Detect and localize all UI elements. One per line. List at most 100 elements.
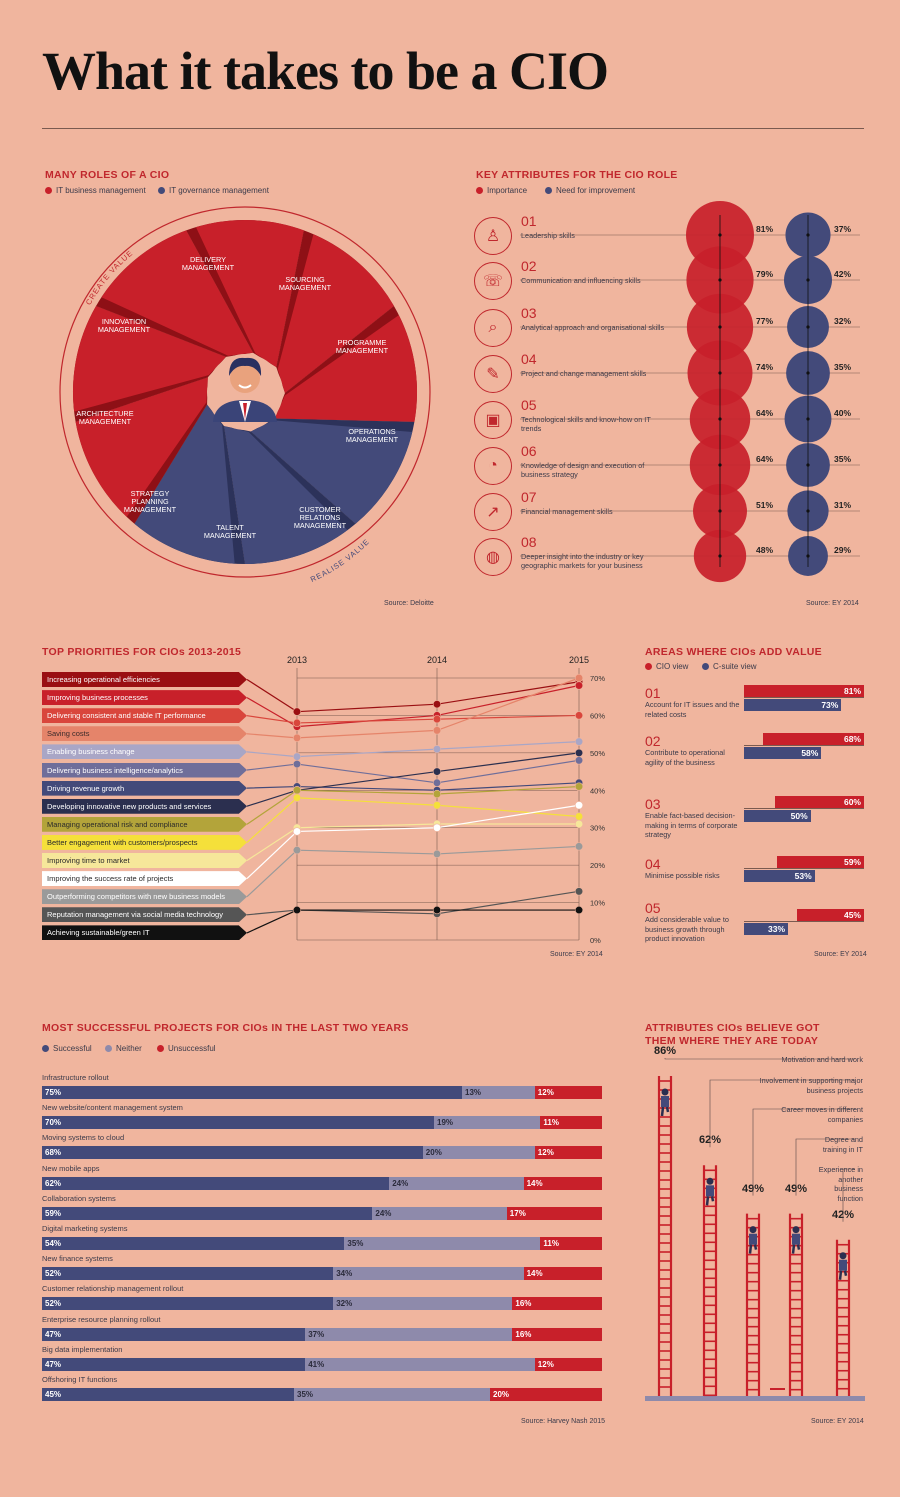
y-tick-label: 70% — [590, 674, 605, 683]
importance-point — [718, 325, 722, 329]
wheel-segment — [75, 377, 208, 517]
priority-point — [432, 715, 442, 724]
priority-point — [432, 789, 442, 799]
priority-point — [432, 778, 442, 787]
project-label: New mobile apps — [42, 1163, 100, 1173]
attribute-label: Technological skills and know-how on IT … — [521, 415, 651, 433]
attribute-number: 01 — [521, 213, 537, 229]
ladder-label: Career moves in different companies — [781, 1105, 863, 1124]
priority-point — [432, 905, 442, 915]
priority-label: Saving costs — [42, 726, 247, 742]
roles-wheel: DELIVERY MANAGEMENT SOURCING MANAGEMENT PROG… — [59, 206, 431, 584]
neither-bar: 19% — [434, 1116, 541, 1130]
cio-view-bar: 68% — [763, 733, 864, 745]
improvement-point — [806, 463, 810, 467]
improvement-value: 32% — [834, 316, 851, 326]
chart-magnifier-icon: ⌕ — [474, 309, 512, 347]
value-baseline — [744, 868, 864, 869]
importance-value: 64% — [756, 454, 773, 464]
successful-bar: 70% — [42, 1116, 434, 1130]
wheel-segment — [73, 306, 226, 412]
attribute-row: ↗ 07 Financial management skills — [474, 489, 704, 533]
priority-point — [574, 748, 584, 757]
neither-bar: 35% — [294, 1388, 490, 1401]
priority-label: Delivering business intelligence/analyti… — [42, 762, 247, 778]
priorities-heading: TOP PRIORITIES FOR CIOs 2013-2015 — [42, 646, 242, 658]
unsuccessful-bar: 20% — [490, 1388, 602, 1401]
roles-source: Source: Deloitte — [384, 600, 434, 607]
value-item-number: 02 — [645, 733, 661, 749]
attribute-row: ☏ 02 Communication and influencing skills — [474, 258, 704, 302]
attribute-row: ♙ 01 Leadership skills — [474, 213, 704, 257]
successful-bar: 75% — [42, 1086, 462, 1099]
priority-label: Improving time to market — [42, 853, 247, 868]
roles-legend-governance: IT governance management — [158, 186, 269, 195]
importance-point — [718, 233, 722, 237]
attribute-number: 08 — [521, 534, 537, 550]
priority-label: Delivering consistent and stable IT perf… — [42, 708, 247, 724]
attribute-row: ◔ 06 Knowledge of design and execution of … — [474, 443, 704, 487]
attributes-bubble-chart: 81% 37% 79% 42% 77% 32% 74% 35% 64% 40% 64% 35% 51% 3… — [520, 201, 860, 583]
successful-bar: 52% — [42, 1297, 334, 1311]
y-tick-label: 60% — [590, 711, 605, 720]
person-at-podium-icon: ♙ — [474, 217, 512, 255]
neither-bar: 35% — [344, 1237, 541, 1250]
y-tick-label: 10% — [590, 899, 605, 908]
neither-bar: 24% — [389, 1176, 524, 1190]
value-legend-cio: CIO view — [645, 662, 688, 671]
priority-series-line — [246, 797, 580, 843]
unsuccessful-bar: 14% — [523, 1176, 602, 1190]
priority-point — [574, 887, 584, 896]
roles-legend-business: IT business management — [45, 186, 146, 195]
priority-point — [432, 849, 442, 859]
wheel-segment-label: STRATEGY PLANNING MANAGEMENT — [124, 489, 177, 514]
devices-icon: ▣ — [474, 401, 512, 439]
ground-bar — [645, 1396, 865, 1401]
y-tick-label: 30% — [590, 824, 605, 833]
wheel-segment-label: OPERATIONS MANAGEMENT — [346, 427, 399, 444]
wheel-outer-ring — [59, 206, 431, 578]
attribute-number: 02 — [521, 258, 537, 274]
attributes-source: Source: EY 2014 — [806, 600, 859, 607]
pie-chart-icon: ◔ — [474, 447, 512, 485]
climber-leg-icon — [796, 1244, 801, 1250]
project-label: Infrastructure rollout — [42, 1073, 109, 1082]
improvement-point — [806, 509, 810, 513]
importance-value: 64% — [756, 408, 773, 418]
successful-bar: 47% — [42, 1327, 306, 1341]
priority-point — [574, 905, 584, 915]
csuite-view-bar: 53% — [744, 870, 815, 882]
value-legend-csuite: C-suite view — [702, 662, 757, 671]
importance-value: 81% — [756, 224, 773, 234]
climber-leg-icon — [710, 1196, 715, 1202]
ladder-connector — [664, 1058, 855, 1060]
climber-body-icon — [839, 1259, 847, 1271]
priority-point — [292, 793, 302, 802]
climber-leg-icon — [665, 1106, 670, 1113]
priority-series-line — [246, 741, 580, 758]
priority-point — [432, 801, 442, 810]
checklist-icon: ✎ — [474, 355, 512, 393]
priority-series-line — [246, 804, 580, 880]
climber-head-icon — [839, 1252, 847, 1260]
neither-bar: 32% — [333, 1297, 513, 1311]
attribute-row: ▣ 05 Technological skills and know-how on … — [474, 397, 704, 441]
cio-view-bar: 81% — [744, 685, 864, 697]
project-label: Customer relationship management rollout — [42, 1284, 184, 1294]
priority-label: Improving the success rate of projects — [42, 871, 247, 887]
value-item-number: 05 — [645, 900, 661, 916]
wheel-segment-label: INNOVATION MANAGEMENT — [98, 317, 151, 334]
priority-point — [574, 681, 584, 690]
project-label: New website/content management system — [42, 1103, 183, 1113]
projects-legend-successful: Successful — [42, 1044, 92, 1053]
priority-label: Reputation management via social media t… — [42, 907, 247, 923]
climber-body-icon — [792, 1233, 800, 1245]
attribute-number: 03 — [521, 305, 537, 321]
value-item-label: Account for IT issues and the related co… — [645, 700, 740, 719]
ladder-label: Involvement in supporting major business… — [759, 1076, 863, 1095]
value-item-label: Contribute to operational agility of the… — [645, 748, 725, 767]
priority-label: Enabling business change — [42, 744, 247, 760]
improvement-value: 31% — [834, 500, 851, 510]
attributes-heading: KEY ATTRIBUTES FOR THE CIO ROLE — [476, 169, 678, 181]
